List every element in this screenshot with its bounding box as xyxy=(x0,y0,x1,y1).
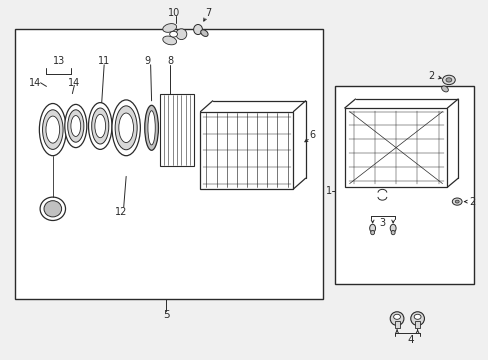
Ellipse shape xyxy=(88,103,112,149)
Circle shape xyxy=(454,200,458,203)
Bar xyxy=(334,86,473,284)
Text: 14: 14 xyxy=(68,78,81,88)
Text: 1: 1 xyxy=(325,186,331,196)
Ellipse shape xyxy=(112,100,140,156)
Bar xyxy=(15,29,322,299)
Ellipse shape xyxy=(91,108,108,144)
Ellipse shape xyxy=(163,24,176,32)
Text: 2: 2 xyxy=(468,197,474,207)
Text: 8: 8 xyxy=(167,56,173,66)
Ellipse shape xyxy=(144,105,158,150)
Ellipse shape xyxy=(441,86,447,92)
Ellipse shape xyxy=(369,224,375,232)
Ellipse shape xyxy=(389,224,395,232)
Ellipse shape xyxy=(40,197,65,220)
Text: 3: 3 xyxy=(379,218,385,228)
Bar xyxy=(414,321,419,328)
Ellipse shape xyxy=(44,201,61,217)
Ellipse shape xyxy=(176,29,186,40)
Text: 10: 10 xyxy=(167,8,180,18)
Bar xyxy=(200,112,293,189)
Text: 2: 2 xyxy=(427,71,433,81)
Ellipse shape xyxy=(413,314,420,319)
Ellipse shape xyxy=(390,230,394,235)
Ellipse shape xyxy=(147,111,155,145)
Bar xyxy=(160,94,193,166)
Text: 4: 4 xyxy=(407,335,413,345)
Ellipse shape xyxy=(46,116,60,143)
Ellipse shape xyxy=(370,230,374,235)
Ellipse shape xyxy=(119,113,133,143)
Ellipse shape xyxy=(115,106,137,150)
Ellipse shape xyxy=(64,104,87,148)
Text: 6: 6 xyxy=(308,130,314,140)
Ellipse shape xyxy=(393,314,400,319)
Ellipse shape xyxy=(200,30,208,36)
Bar xyxy=(394,321,399,328)
Circle shape xyxy=(442,75,454,85)
Text: 5: 5 xyxy=(163,310,169,320)
Ellipse shape xyxy=(389,312,403,325)
Ellipse shape xyxy=(67,110,84,142)
Ellipse shape xyxy=(410,312,424,325)
Text: 12: 12 xyxy=(114,207,127,217)
Text: 14: 14 xyxy=(29,78,41,88)
Text: 9: 9 xyxy=(144,56,150,66)
Bar xyxy=(344,108,447,187)
Ellipse shape xyxy=(39,104,66,156)
Ellipse shape xyxy=(71,116,81,136)
Ellipse shape xyxy=(163,36,176,45)
Ellipse shape xyxy=(95,114,105,138)
Text: 13: 13 xyxy=(52,56,65,66)
Text: 7: 7 xyxy=(204,8,210,18)
Ellipse shape xyxy=(42,110,63,149)
Text: 11: 11 xyxy=(98,56,110,66)
Circle shape xyxy=(445,78,451,82)
Ellipse shape xyxy=(193,24,202,35)
Circle shape xyxy=(169,31,177,37)
Circle shape xyxy=(451,198,461,205)
